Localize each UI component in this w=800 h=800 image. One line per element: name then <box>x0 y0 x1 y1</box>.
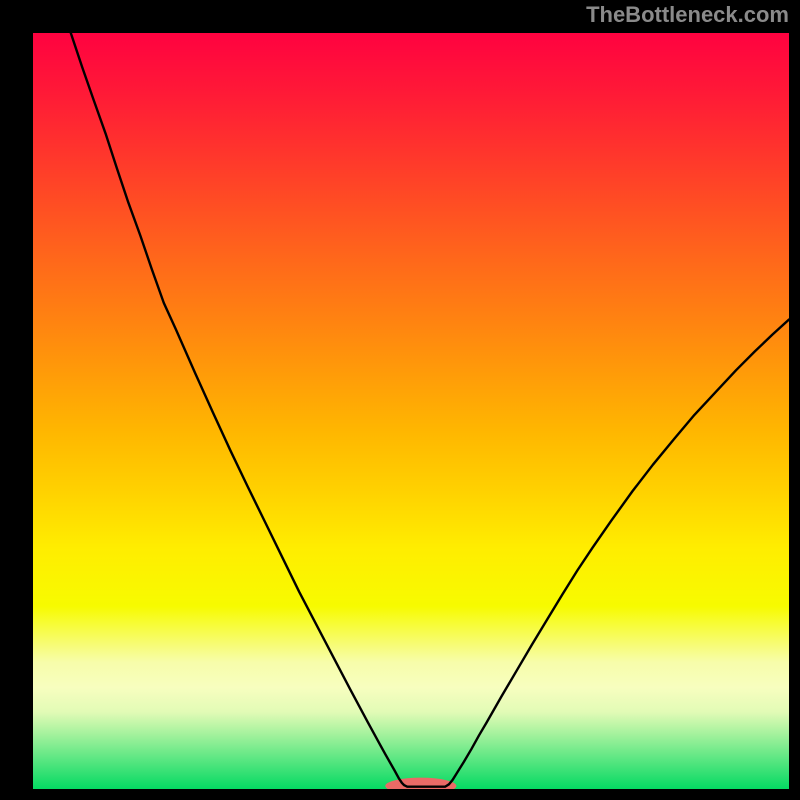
plot-area <box>33 33 789 789</box>
bottleneck-curve <box>33 33 789 789</box>
curve-path <box>71 33 789 787</box>
watermark-text: TheBottleneck.com <box>586 2 789 28</box>
